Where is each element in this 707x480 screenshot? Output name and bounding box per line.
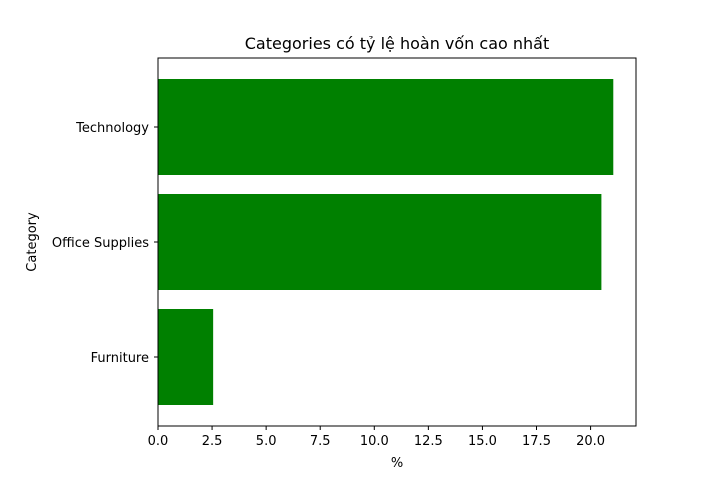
y-tick-label: Furniture <box>91 351 149 366</box>
bars-group <box>158 79 614 405</box>
x-tick-label: 15.0 <box>468 434 497 449</box>
x-axis-ticks: 0.0 2.5 5.0 7.5 10.0 12.5 15.0 17.5 20.0 <box>148 426 605 449</box>
y-axis-label: Category <box>25 212 40 272</box>
bar-furniture <box>158 309 214 405</box>
x-tick-label: 12.5 <box>414 434 443 449</box>
x-tick-label: 17.5 <box>522 434 551 449</box>
x-tick-label: 5.0 <box>256 434 277 449</box>
x-tick-label: 7.5 <box>310 434 331 449</box>
x-tick-label: 20.0 <box>576 434 605 449</box>
x-axis-label: % <box>391 456 403 471</box>
y-axis-ticks: Furniture Office Supplies Technology <box>52 121 158 366</box>
y-tick-label: Technology <box>75 121 149 136</box>
x-tick-label: 0.0 <box>148 434 169 449</box>
x-tick-label: 10.0 <box>360 434 389 449</box>
x-tick-label: 2.5 <box>202 434 223 449</box>
bar-office-supplies <box>158 194 602 290</box>
y-tick-label: Office Supplies <box>52 236 149 251</box>
bar-technology <box>158 79 614 175</box>
chart-title: Categories có tỷ lệ hoàn vốn cao nhất <box>245 34 549 53</box>
